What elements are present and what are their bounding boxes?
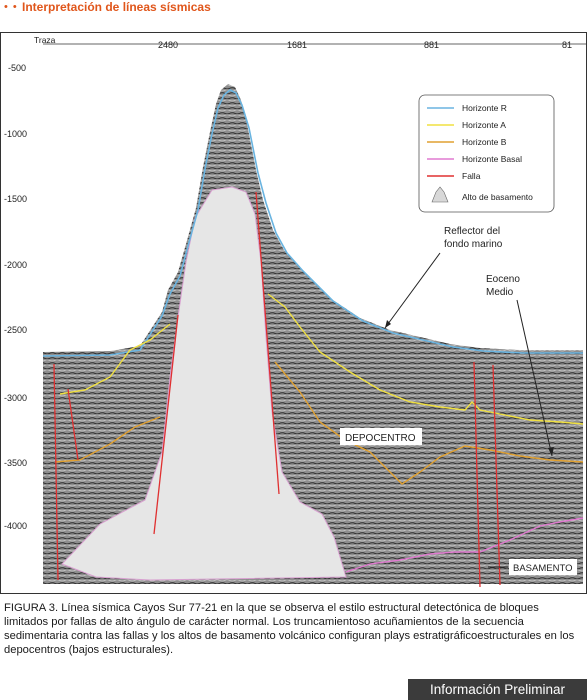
fault-line <box>473 361 481 588</box>
basement-high <box>61 186 347 581</box>
basamento-label: BASAMENTO <box>513 563 572 574</box>
legend: Horizonte R Horizonte A Horizonte B Hori… <box>418 94 555 213</box>
fault-line <box>67 388 79 461</box>
legend-falla: Falla <box>462 171 481 181</box>
horizon-b-line <box>274 361 584 485</box>
legend-horizonte-a: Horizonte A <box>462 120 506 130</box>
horizon-r-line <box>42 89 583 357</box>
eoceno-arrow <box>516 299 553 457</box>
basement-high-icon <box>431 186 449 203</box>
depth-tick-3500: -3500 <box>4 458 27 468</box>
depth-tick-1500: -1500 <box>4 194 27 204</box>
fault-line <box>53 363 59 581</box>
seismic-figure: Traza 2480 1681 881 81 -500 -1000 -1500 … <box>0 32 587 594</box>
eoceno-label-line1: Eoceno <box>486 274 520 285</box>
section-title: Interpretación de líneas sísmicas <box>22 0 211 14</box>
trace-tick-1681: 1681 <box>287 40 307 50</box>
depth-tick-3000: -3000 <box>4 393 27 403</box>
section-header: • • Interpretación de líneas sísmicas <box>0 0 587 14</box>
depth-tick-2000: -2000 <box>4 260 27 270</box>
fault-line <box>153 314 179 535</box>
trace-tick-881: 881 <box>424 40 439 50</box>
preliminary-info-badge: Información Preliminar <box>408 679 587 700</box>
fault-line <box>492 364 501 586</box>
horizon-a-line <box>267 293 584 425</box>
horizon-basal-line <box>345 517 584 573</box>
fault-line <box>255 191 280 495</box>
trace-tick-81: 81 <box>562 40 572 50</box>
reflector-label-line1: Reflector del <box>444 226 500 237</box>
depth-tick-2500: -2500 <box>4 325 27 335</box>
trace-axis-label: Traza <box>34 35 56 45</box>
trace-tick-2480: 2480 <box>158 40 178 50</box>
depth-tick-500: -500 <box>8 63 26 73</box>
depth-tick-1000: -1000 <box>4 129 27 139</box>
legend-horizonte-basal: Horizonte Basal <box>462 154 522 164</box>
legend-horizonte-r: Horizonte R <box>462 103 507 113</box>
legend-horizonte-b: Horizonte B <box>462 137 507 147</box>
reflector-label-line2: fondo marino <box>444 239 503 250</box>
figure-caption: FIGURA 3. Línea sísmica Cayos Sur 77-21 … <box>4 602 575 656</box>
legend-alto-basamento: Alto de basamento <box>462 192 533 202</box>
depth-tick-4000: -4000 <box>4 521 27 531</box>
depocentro-label: DEPOCENTRO <box>345 433 416 444</box>
header-bullets: • • <box>4 1 18 13</box>
eoceno-label-line2: Medio <box>486 287 514 298</box>
reflector-arrow <box>384 252 441 329</box>
